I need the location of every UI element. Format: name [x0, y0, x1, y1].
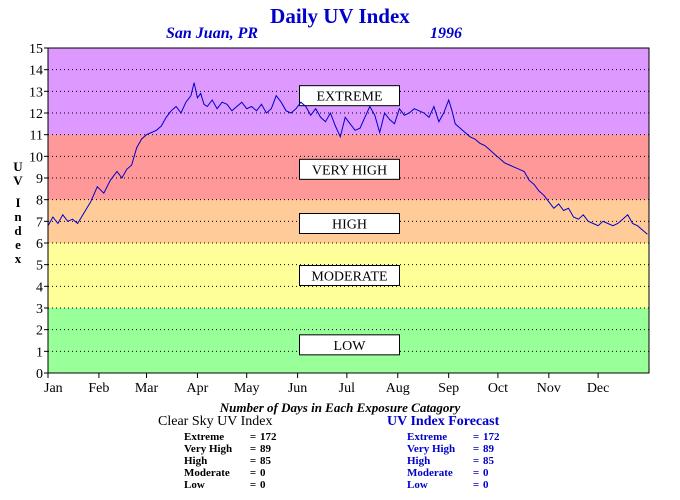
band-label-box [299, 158, 400, 180]
row-label: Low [184, 479, 205, 491]
row-label: Extreme [184, 431, 225, 443]
row-value: 172 [260, 431, 277, 443]
y-tick-label: 8 [36, 194, 43, 209]
row-label: High [184, 455, 208, 467]
band-label: HIGH [332, 218, 367, 233]
row-equals: = [472, 431, 480, 443]
y-axis-label-letter: U [13, 159, 23, 174]
y-tick-label: 5 [36, 259, 43, 274]
x-tick-label: Sep [438, 381, 459, 396]
clear-sky-heading: Clear Sky UV Index [158, 414, 273, 429]
x-tick-label: Jun [288, 381, 307, 396]
y-tick-label: 10 [29, 150, 43, 165]
row-equals: = [249, 443, 257, 455]
forecast-row: Very High = 89 [387, 443, 513, 455]
chart-year: 1996 [430, 25, 462, 42]
clear-sky-row: High = 85 [158, 455, 290, 467]
row-equals: = [472, 467, 480, 479]
row-label: Moderate [407, 467, 453, 479]
y-tick-label: 9 [36, 172, 43, 187]
y-tick-label: 2 [36, 324, 43, 339]
row-label: High [407, 455, 431, 467]
row-equals: = [249, 467, 257, 479]
clear-sky-row: Moderate = 0 [158, 467, 290, 479]
uv-index-line [47, 82, 648, 235]
y-tick-label: 0 [36, 367, 43, 382]
counts-title: Number of Days in Each Exposure Catagory [219, 400, 461, 415]
row-label: Extreme [407, 431, 448, 443]
row-equals: = [472, 455, 480, 467]
forecast-row: Extreme = 172 [387, 431, 513, 443]
row-value: 0 [483, 467, 489, 479]
y-axis-label-letter: d [14, 223, 22, 238]
row-label: Low [407, 479, 428, 491]
y-axis-label-letter: V [13, 173, 23, 188]
band-label: MODERATE [311, 270, 387, 285]
x-tick-label: Mar [135, 381, 159, 396]
chart-title: Daily UV Index [270, 4, 410, 28]
row-label: Very High [184, 443, 233, 455]
plot-frame [47, 47, 650, 374]
forecast-heading: UV Index Forecast [387, 414, 500, 429]
forecast-row: Low = 0 [387, 479, 513, 491]
band-label: VERY HIGH [312, 163, 387, 178]
clear-sky-row: Extreme = 172 [158, 431, 290, 443]
x-tick-label: Aug [386, 381, 410, 396]
clear-sky-table: Clear Sky UV Index Extreme = 172 Very High… [158, 414, 290, 491]
forecast-row: Moderate = 0 [387, 467, 513, 479]
row-equals: = [249, 431, 257, 443]
x-tick-label: Feb [88, 381, 109, 396]
y-axis-label-letter: e [15, 237, 21, 252]
y-tick-label: 14 [29, 64, 43, 79]
y-tick-label: 3 [36, 302, 43, 317]
x-tick-label: Jan [44, 381, 63, 396]
band-label: LOW [334, 339, 367, 354]
row-equals: = [249, 455, 257, 467]
row-label: Very High [407, 443, 456, 455]
row-value: 172 [483, 431, 500, 443]
x-tick-label: Dec [587, 381, 610, 396]
row-label: Moderate [184, 467, 230, 479]
row-value: 0 [483, 479, 489, 491]
row-equals: = [472, 443, 480, 455]
y-tick-label: 12 [29, 107, 43, 122]
y-tick-label: 6 [36, 237, 43, 252]
x-tick-label: Oct [488, 381, 508, 396]
clear-sky-row: Low = 0 [158, 479, 290, 491]
forecast-row: High = 85 [387, 455, 513, 467]
x-tick-label: Jul [339, 381, 355, 396]
x-tick-label: Apr [187, 381, 209, 396]
row-value: 85 [483, 455, 494, 467]
y-tick-label: 13 [29, 85, 43, 100]
band-label: EXTREME [316, 90, 382, 105]
y-tick-label: 1 [36, 345, 43, 360]
clear-sky-row: Very High = 89 [158, 443, 290, 455]
x-tick-label: Nov [537, 381, 561, 396]
y-tick-label: 7 [36, 215, 43, 230]
y-axis-label-letter: n [14, 209, 22, 224]
row-value: 85 [260, 455, 271, 467]
band-label-box [299, 334, 400, 356]
y-axis-label-letter: x [14, 251, 22, 266]
forecast-table: UV Index Forecast Extreme = 172 Very High =… [387, 414, 513, 491]
y-tick-label: 11 [30, 129, 43, 144]
band-label-box [299, 85, 400, 107]
y-tick-label: 4 [36, 280, 43, 295]
band-label-box [299, 265, 400, 286]
row-value: 0 [260, 479, 266, 491]
row-value: 89 [483, 443, 494, 455]
band-label-box [299, 213, 400, 234]
row-value: 0 [260, 467, 266, 479]
row-value: 89 [260, 443, 271, 455]
y-axis-label-letter: I [15, 195, 21, 210]
x-tick-label: May [234, 381, 260, 396]
y-tick-label: 15 [29, 42, 43, 57]
chart-location: San Juan, PR [166, 25, 259, 42]
row-equals: = [249, 479, 257, 491]
row-equals: = [472, 479, 480, 491]
